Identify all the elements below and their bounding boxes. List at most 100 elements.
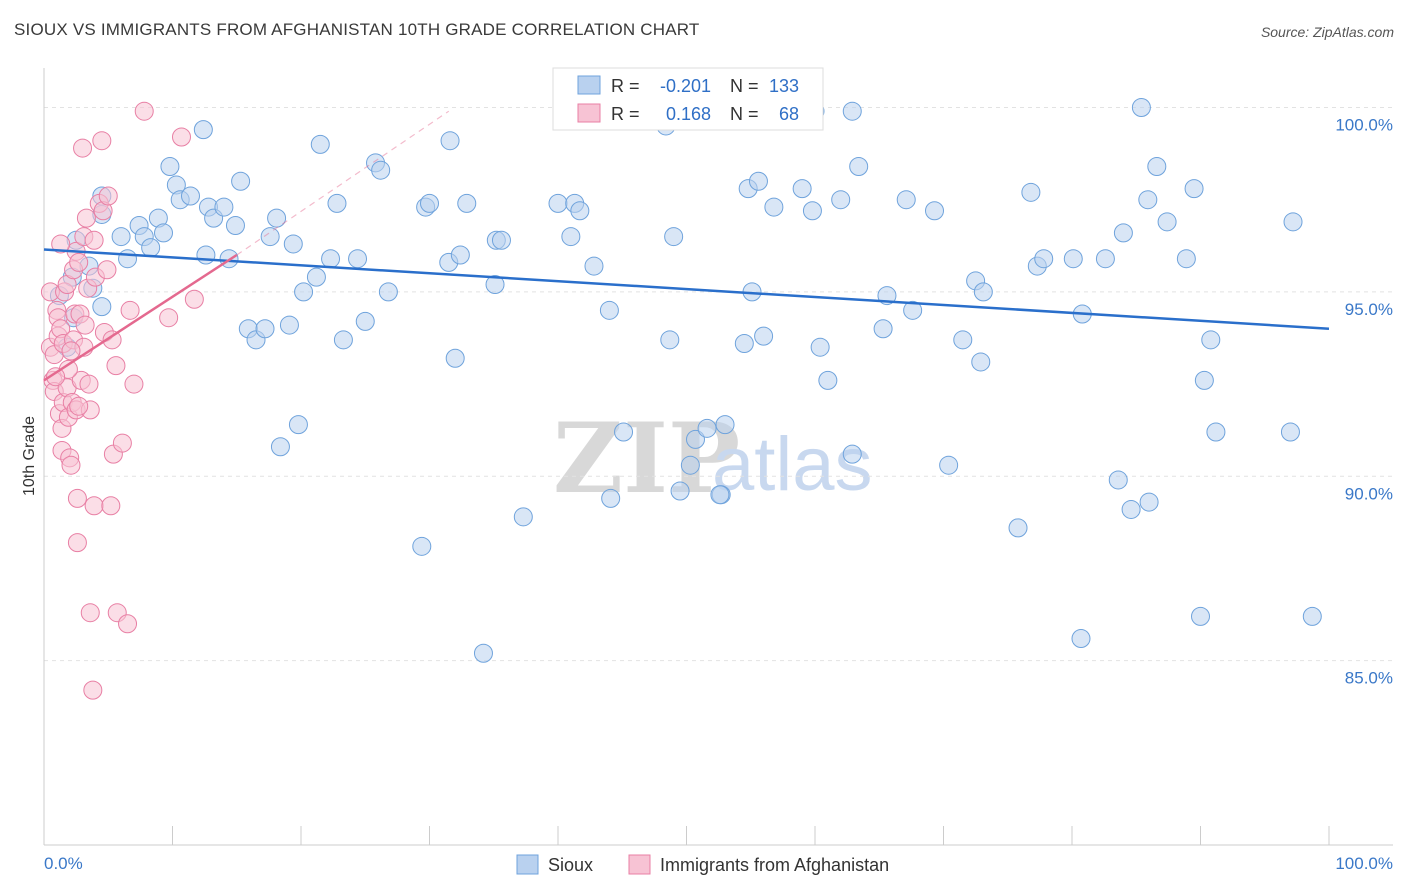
afghan-point	[83, 680, 103, 700]
sioux-point	[548, 193, 568, 213]
afghan-point	[73, 138, 93, 158]
stats-n-value-afghan: 68	[779, 104, 799, 124]
sioux-point	[310, 134, 330, 154]
sioux-point	[614, 422, 634, 442]
afghan-point	[102, 330, 122, 350]
source-label: Source: ZipAtlas.com	[1260, 24, 1394, 40]
sioux-point	[445, 348, 465, 368]
sioux-point	[270, 437, 290, 457]
sioux-point	[196, 245, 216, 265]
sioux-point	[154, 223, 174, 243]
sioux-point	[92, 297, 112, 317]
afghan-point	[67, 488, 87, 508]
sioux-point	[973, 282, 993, 302]
sioux-point	[903, 300, 923, 320]
watermark-atlas: atlas	[712, 422, 873, 507]
sioux-point	[1283, 212, 1303, 232]
sioux-point	[710, 485, 730, 505]
sioux-point	[1008, 518, 1028, 538]
afghan-point	[101, 496, 121, 516]
stats-r-value-sioux: -0.201	[660, 76, 711, 96]
sioux-point	[440, 131, 460, 151]
sioux-point	[660, 330, 680, 350]
sioux-point	[842, 444, 862, 464]
sioux-point	[294, 282, 314, 302]
sioux-point	[873, 319, 893, 339]
sioux-point	[306, 267, 326, 287]
sioux-point	[1095, 249, 1115, 269]
sioux-point	[231, 171, 251, 191]
stats-n-label-afghan: N =	[730, 104, 759, 124]
sioux-point	[1280, 422, 1300, 442]
afghan-point	[92, 131, 112, 151]
sioux-point	[457, 193, 477, 213]
y-axis-title: 10th Grade	[21, 416, 38, 496]
sioux-point	[849, 157, 869, 176]
trend-lines	[43, 110, 1330, 382]
sioux-point	[267, 208, 287, 228]
sioux-point	[160, 157, 180, 176]
sioux-point	[599, 300, 619, 320]
stats-swatch-sioux	[577, 75, 601, 95]
sioux-point	[715, 415, 735, 435]
sioux-point	[697, 418, 717, 438]
legend-label-sioux: Sioux	[548, 855, 593, 875]
sioux-point	[1194, 370, 1214, 390]
sioux-point	[333, 330, 353, 350]
afghan-point	[79, 374, 99, 394]
sioux-point	[491, 230, 511, 250]
sioux-point	[288, 415, 308, 435]
sioux-point	[412, 536, 432, 556]
afghan-point	[112, 433, 132, 453]
x-tick-label-max: 100.0%	[1335, 854, 1393, 873]
sioux-point	[321, 249, 341, 269]
sioux-point	[896, 190, 916, 210]
sioux-point	[260, 227, 280, 247]
legend-label-afghan: Immigrants from Afghanistan	[660, 855, 889, 875]
afghan-point	[124, 374, 144, 394]
afghan-point	[98, 186, 118, 206]
sioux-point	[1063, 249, 1083, 269]
sioux-point	[734, 334, 754, 353]
sioux-point	[831, 190, 851, 210]
sioux-point	[601, 488, 621, 508]
sioux-point	[485, 275, 505, 294]
sioux-point	[764, 197, 784, 217]
afghan-trend-extension	[236, 110, 450, 256]
stats-r-label-sioux: R =	[611, 76, 640, 96]
sioux-point	[255, 319, 275, 339]
y-tick-label: 100.0%	[1335, 116, 1393, 135]
sioux-point	[348, 249, 368, 269]
sioux-point	[802, 201, 822, 221]
stats-r-label-afghan: R =	[611, 104, 640, 124]
sioux-point	[420, 193, 439, 213]
stats-swatch-afghan	[577, 103, 601, 123]
sioux-point	[748, 171, 768, 191]
y-tick-label: 90.0%	[1345, 484, 1393, 503]
afghan-point	[184, 289, 204, 309]
sioux-point	[685, 429, 705, 449]
x-ticks	[43, 826, 1330, 845]
afghan-point	[134, 101, 154, 121]
sioux-point	[842, 101, 862, 121]
sioux-point	[953, 330, 973, 350]
afghan-point	[61, 341, 81, 361]
afghan-point	[75, 315, 95, 335]
sioux-point	[561, 227, 581, 247]
afghan-point	[84, 230, 104, 250]
sioux-point	[1139, 492, 1159, 512]
stats-r-value-afghan: 0.168	[666, 104, 711, 124]
sioux-point	[1131, 98, 1151, 117]
sioux-points	[49, 98, 1322, 663]
axes	[43, 68, 1393, 846]
sioux-point	[680, 455, 700, 475]
sioux-point	[141, 238, 161, 258]
y-tick-label: 95.0%	[1345, 300, 1393, 319]
sioux-point	[1206, 422, 1226, 442]
stats-n-label-sioux: N =	[730, 76, 759, 96]
sioux-point	[214, 197, 234, 217]
sioux-point	[1021, 182, 1041, 202]
sioux-point	[584, 256, 604, 276]
afghan-point	[69, 396, 89, 416]
